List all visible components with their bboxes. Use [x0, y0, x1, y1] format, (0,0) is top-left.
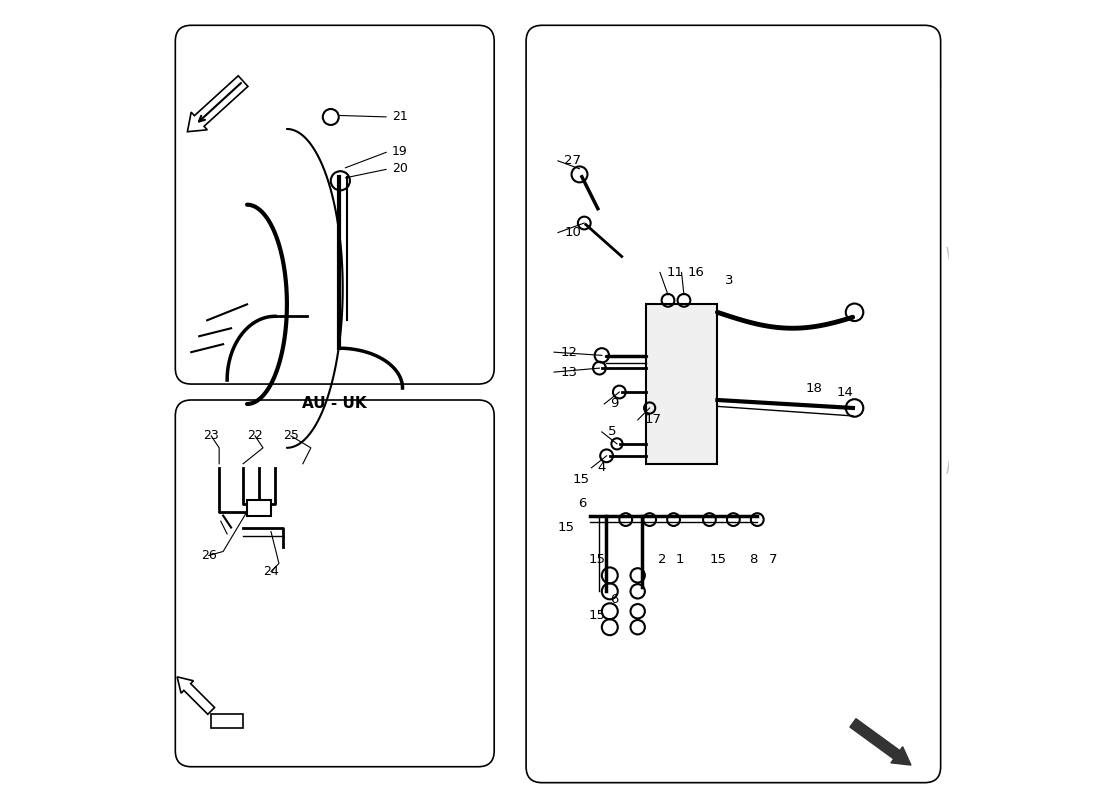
Text: 5: 5: [608, 426, 617, 438]
Bar: [646, 304, 717, 464]
FancyArrow shape: [187, 76, 248, 132]
Text: 16: 16: [688, 266, 705, 279]
Text: 18: 18: [805, 382, 822, 394]
Text: 15: 15: [572, 474, 590, 486]
Text: 15: 15: [558, 521, 575, 534]
FancyArrow shape: [177, 677, 214, 714]
Text: 19: 19: [392, 145, 408, 158]
Text: 15: 15: [710, 553, 726, 566]
Text: 3: 3: [725, 274, 734, 287]
Text: 4: 4: [597, 462, 606, 474]
Text: 27: 27: [564, 154, 581, 167]
Text: 11: 11: [667, 266, 683, 279]
Text: AU - UK: AU - UK: [302, 396, 367, 411]
Text: 13: 13: [560, 366, 578, 378]
FancyBboxPatch shape: [175, 26, 494, 384]
Text: 14: 14: [837, 386, 854, 398]
Text: eurospares: eurospares: [264, 214, 405, 234]
Text: 6: 6: [609, 593, 618, 606]
Text: eurospares: eurospares: [264, 590, 405, 610]
Text: 15: 15: [588, 553, 605, 566]
FancyBboxPatch shape: [175, 400, 494, 766]
Text: eurospares: eurospares: [663, 350, 804, 370]
Bar: [211, 714, 243, 729]
Bar: [248, 500, 271, 515]
Text: 25: 25: [283, 430, 299, 442]
Text: 1: 1: [676, 553, 684, 566]
Text: 8: 8: [749, 553, 758, 566]
Text: 10: 10: [564, 226, 581, 239]
Text: 7: 7: [769, 553, 778, 566]
FancyArrow shape: [850, 718, 911, 765]
Text: 6: 6: [578, 497, 586, 510]
Text: 2: 2: [658, 553, 667, 566]
Text: 23: 23: [204, 430, 219, 442]
Text: 15: 15: [588, 609, 605, 622]
Text: 20: 20: [392, 162, 408, 175]
Text: 21: 21: [392, 110, 408, 123]
Text: 22: 22: [248, 430, 263, 442]
Text: 26: 26: [201, 549, 217, 562]
Text: 24: 24: [263, 565, 278, 578]
Text: 17: 17: [645, 414, 661, 426]
FancyBboxPatch shape: [526, 26, 940, 782]
Text: 9: 9: [610, 398, 619, 410]
Text: 12: 12: [560, 346, 578, 358]
